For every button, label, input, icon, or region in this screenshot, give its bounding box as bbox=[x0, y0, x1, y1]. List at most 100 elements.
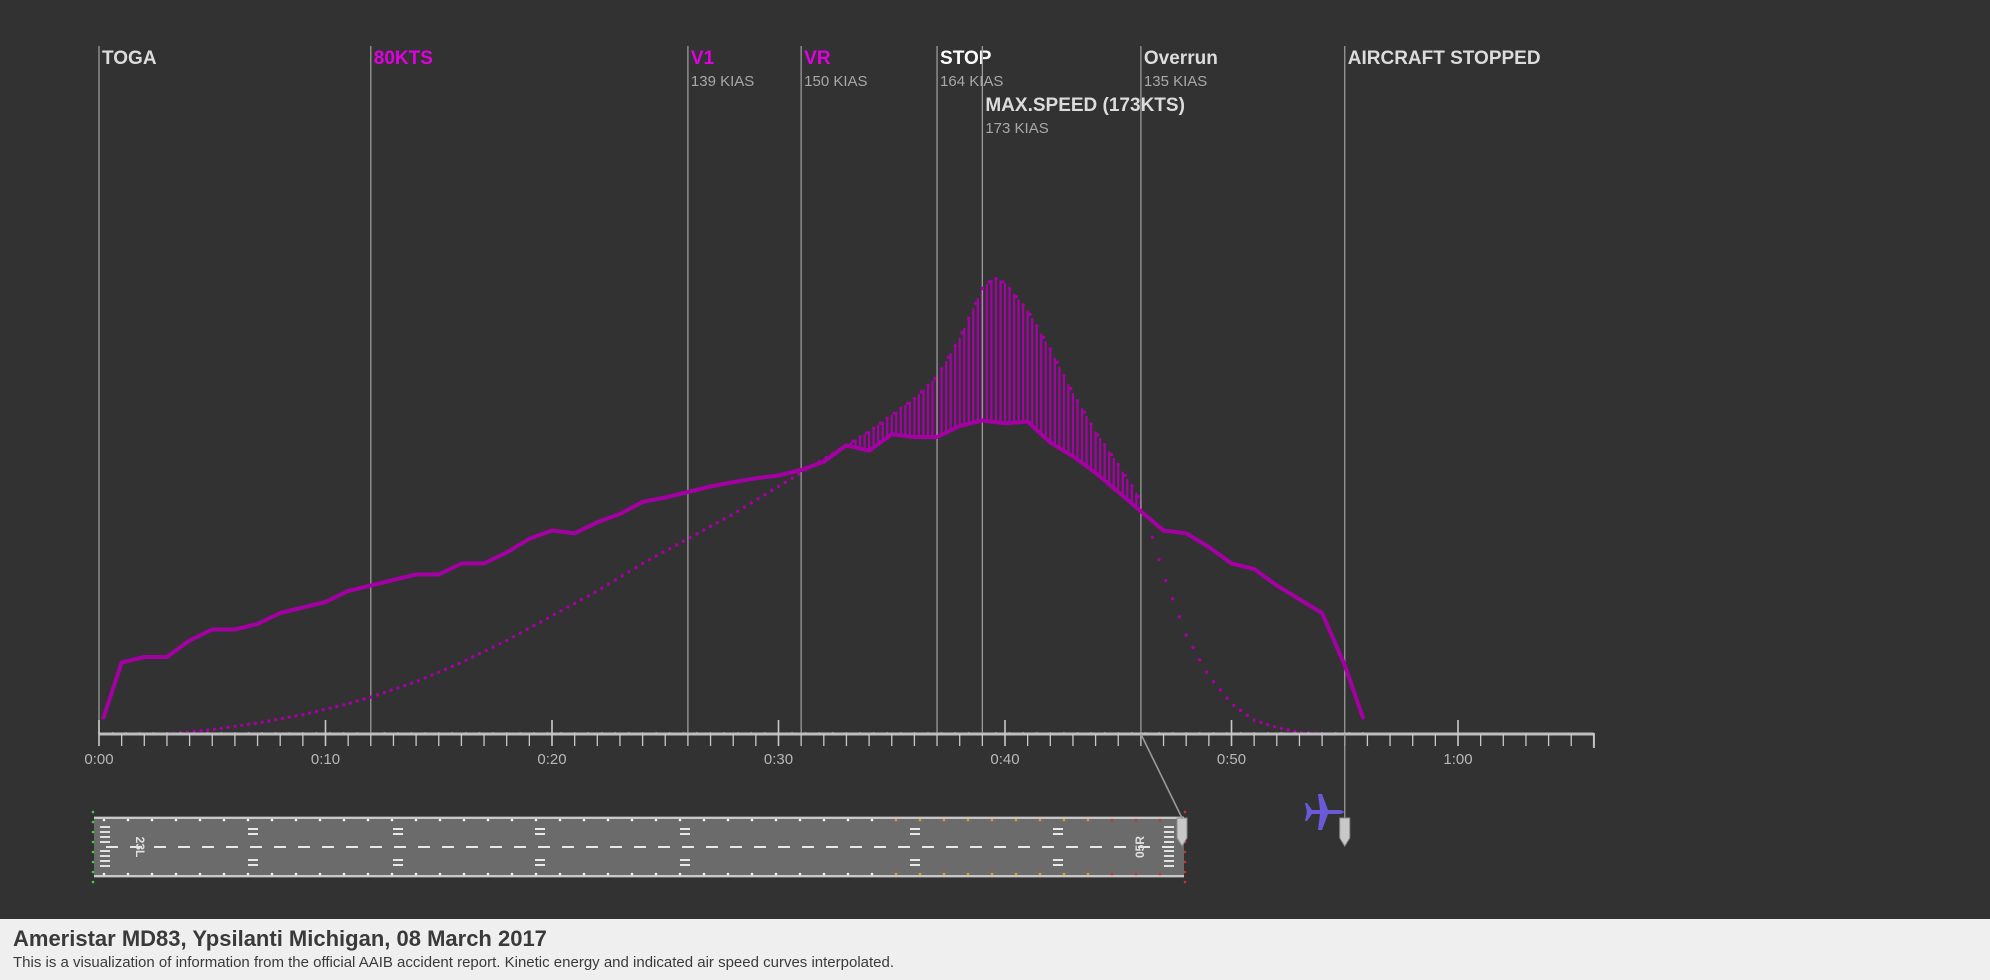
series-point-dotted bbox=[803, 468, 808, 472]
series-point-dotted bbox=[1191, 645, 1195, 650]
threshold-bar bbox=[100, 865, 110, 867]
runway-edge-light bbox=[606, 818, 610, 822]
series-point-dotted bbox=[471, 655, 475, 659]
series-point-dotted bbox=[1279, 726, 1284, 731]
series-point-dotted bbox=[396, 686, 400, 690]
threshold-light-green bbox=[91, 880, 95, 884]
series-point-dotted bbox=[899, 406, 903, 411]
series-point-dotted bbox=[328, 706, 332, 710]
runway-edge-light bbox=[966, 872, 970, 876]
runway-edge-light bbox=[270, 818, 274, 822]
series-point-dotted bbox=[770, 488, 774, 493]
series-point-dotted bbox=[1293, 729, 1297, 734]
series-point-dotted bbox=[946, 355, 951, 359]
runway-edge-light bbox=[366, 818, 370, 822]
series-point-dotted bbox=[484, 648, 489, 653]
touchdown-marking bbox=[248, 833, 258, 835]
series-point-dotted bbox=[572, 601, 577, 606]
series-point-dotted bbox=[939, 367, 944, 371]
series-point-dotted bbox=[355, 699, 359, 703]
runway-edge-light bbox=[918, 818, 922, 822]
threshold-bar bbox=[1164, 841, 1174, 843]
axis-tick-label: 0:00 bbox=[84, 751, 113, 768]
threshold-bar bbox=[1164, 860, 1174, 862]
series-point-dotted bbox=[437, 670, 441, 674]
series-point-dotted bbox=[865, 431, 869, 435]
airplane-tail bbox=[1305, 803, 1312, 821]
touchdown-marking bbox=[393, 828, 403, 830]
event-speed: 164 KIAS bbox=[940, 73, 1003, 90]
series-point-dotted bbox=[233, 724, 237, 728]
series-point-dotted bbox=[736, 509, 740, 513]
runway-edge-light bbox=[1062, 818, 1066, 822]
series-point-dotted bbox=[600, 586, 604, 590]
airplane-wing bbox=[1318, 794, 1328, 810]
series-point-dotted bbox=[491, 645, 495, 649]
series-point-dotted bbox=[511, 635, 516, 639]
caption-subtitle: This is a visualization of information f… bbox=[13, 954, 895, 971]
runway-edge-light bbox=[414, 818, 418, 822]
series-point-dotted bbox=[477, 652, 482, 656]
series-point-dotted bbox=[933, 377, 937, 381]
runway-edge-light bbox=[438, 818, 442, 822]
threshold-light-red bbox=[1183, 850, 1187, 854]
series-point-dotted bbox=[1252, 718, 1256, 722]
event-speed: 135 KIAS bbox=[1144, 73, 1207, 90]
series-point-dotted bbox=[661, 550, 665, 555]
runway-edge-light bbox=[486, 872, 490, 876]
touchdown-marking bbox=[393, 859, 403, 861]
event-label: MAX.SPEED (173KTS) bbox=[985, 95, 1185, 116]
series-point-dotted bbox=[756, 497, 760, 501]
axis-tick-label: 0:30 bbox=[764, 751, 793, 768]
runway-edge-light bbox=[822, 872, 826, 876]
series-point-dotted bbox=[1211, 680, 1216, 684]
runway-edge-light bbox=[702, 872, 706, 876]
series-point-dotted bbox=[1096, 433, 1100, 437]
touchdown-marking bbox=[393, 864, 403, 866]
runway-edge-light bbox=[798, 872, 802, 876]
series-point-dotted bbox=[1184, 633, 1188, 637]
series-point-dotted bbox=[552, 612, 556, 617]
series-point-dotted bbox=[199, 729, 203, 733]
touchdown-marking bbox=[1053, 833, 1063, 835]
runway-edge-light bbox=[654, 818, 658, 822]
series-point-dotted bbox=[1143, 513, 1148, 517]
series-point-dotted bbox=[1116, 462, 1120, 467]
threshold-bar bbox=[1164, 865, 1174, 867]
series-point-dotted bbox=[301, 713, 305, 717]
touchdown-marking bbox=[248, 859, 258, 861]
series-point-dotted bbox=[776, 484, 781, 489]
event-speed: 139 KIAS bbox=[691, 73, 754, 90]
series-point-dotted bbox=[634, 565, 638, 570]
series-point-dotted bbox=[525, 627, 529, 632]
series-point-dotted bbox=[498, 642, 502, 646]
series-point-dotted bbox=[1062, 373, 1066, 378]
runway-edge-light bbox=[246, 872, 250, 876]
runway-edge-light bbox=[126, 872, 130, 876]
series-point-dotted bbox=[627, 570, 631, 574]
runway-edge-light bbox=[462, 872, 466, 876]
event-markers: TOGA 80KTS V1 139 KIAS VR 150 KIAS STOP 164 KIA… bbox=[98, 46, 1541, 734]
series-point-dotted bbox=[797, 472, 801, 476]
touchdown-marking bbox=[680, 828, 690, 830]
runway-position-marker-icon bbox=[1176, 817, 1188, 847]
series-line-solid bbox=[101, 418, 1365, 720]
series-point-dotted bbox=[226, 725, 230, 729]
series-point-dotted bbox=[1266, 722, 1270, 727]
series-point-dotted bbox=[851, 439, 855, 443]
series-point-dotted bbox=[579, 597, 584, 602]
touchdown-marking bbox=[535, 828, 545, 830]
series-point-dotted bbox=[369, 695, 373, 699]
runway-edge-light bbox=[1038, 872, 1042, 876]
series-point-dotted bbox=[987, 280, 991, 284]
difference-fill bbox=[818, 278, 1143, 512]
runway-edge-light bbox=[342, 818, 346, 822]
series-point-dotted bbox=[613, 578, 618, 582]
series-point-dotted bbox=[702, 528, 706, 532]
series-point-dotted bbox=[871, 426, 876, 430]
series-point-dotted bbox=[423, 676, 427, 680]
series-point-dotted bbox=[926, 383, 930, 387]
runway-edge-light bbox=[270, 872, 274, 876]
runway-position-marker-icon bbox=[1339, 817, 1351, 847]
event-label: STOP bbox=[940, 48, 992, 69]
